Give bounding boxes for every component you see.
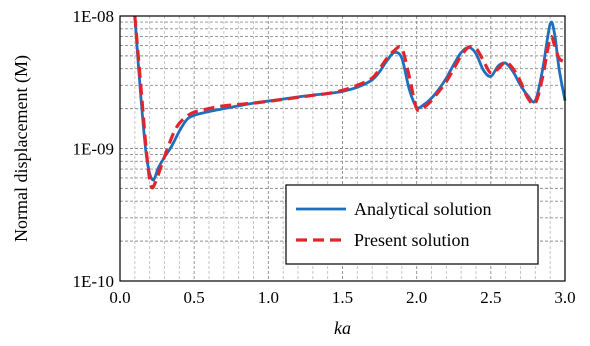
- x-tick-label: 0.0: [109, 288, 130, 307]
- legend-label-analytical: Analytical solution: [354, 199, 491, 219]
- x-axis-ticks: 0.0 0.5 1.0 1.5 2.0 2.5 3.0: [109, 288, 575, 307]
- x-axis-label: ka: [334, 318, 351, 338]
- y-axis-label: Normal displacement (M): [11, 55, 32, 242]
- legend: Analytical solution Present solution: [285, 184, 539, 265]
- legend-label-present: Present solution: [354, 230, 470, 250]
- series-line-analytical: [133, 15, 567, 182]
- y-tick-label: 1E-09: [72, 140, 114, 159]
- x-tick-label: 3.0: [554, 288, 575, 307]
- x-tick-label: 0.5: [184, 288, 205, 307]
- x-tick-label: 2.0: [406, 288, 427, 307]
- x-tick-label: 1.0: [258, 288, 279, 307]
- y-tick-label: 1E-08: [72, 7, 114, 26]
- legend-box: [285, 184, 539, 265]
- x-tick-label: 2.5: [480, 288, 501, 307]
- y-axis-ticks: 1E-10 1E-09 1E-08: [72, 7, 114, 291]
- plot-frame: [119, 15, 566, 282]
- y-tick-label: 1E-10: [72, 272, 114, 291]
- series-line-present: [133, 15, 566, 190]
- x-tick-label: 1.5: [332, 288, 353, 307]
- series-layer: [133, 15, 567, 190]
